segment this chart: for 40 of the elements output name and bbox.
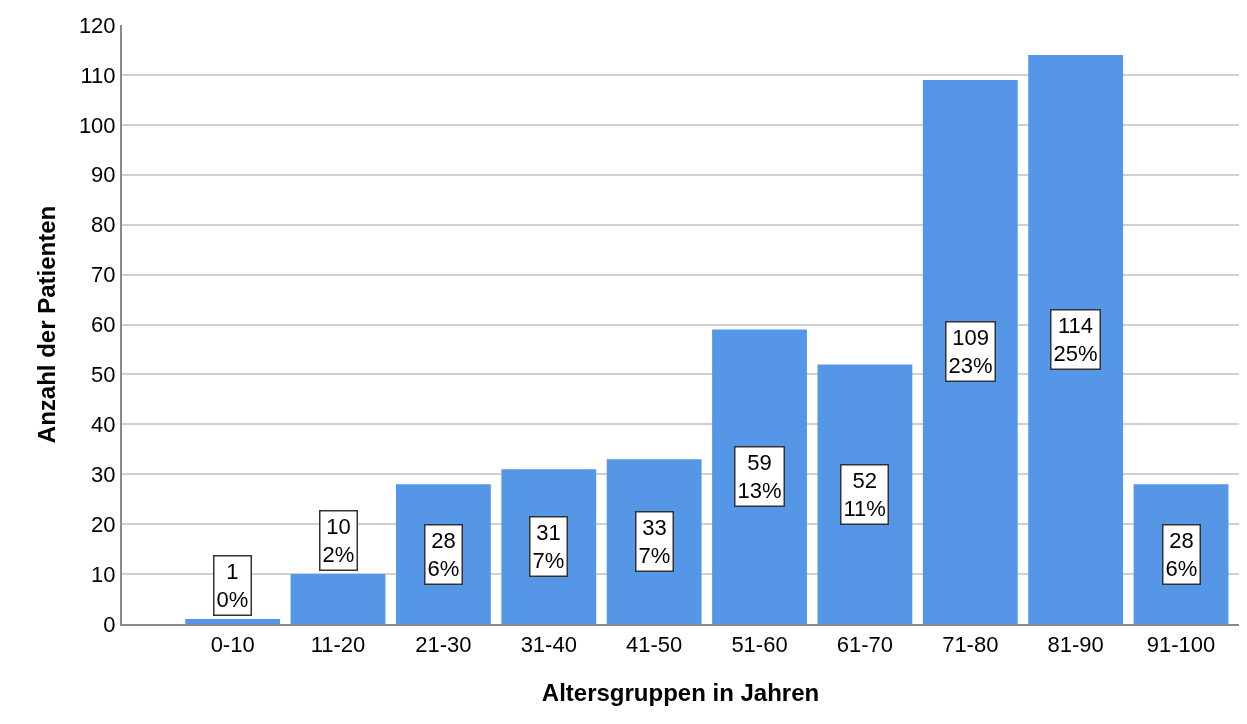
y-tick-label: 80 (91, 212, 116, 238)
data-label: 31 7% (532, 519, 565, 574)
data-label: 1 0% (216, 558, 249, 613)
x-axis-title: Altersgruppen in Jahren (541, 679, 820, 707)
x-tick-label: 51-60 (731, 632, 788, 658)
x-tick-label: 81-90 (1047, 632, 1104, 658)
y-tick-label: 120 (78, 12, 116, 38)
x-tick-label: 21-30 (415, 632, 472, 658)
bar (922, 79, 1018, 624)
data-label: 114 25% (1053, 312, 1098, 367)
y-tick-label: 90 (91, 162, 116, 188)
data-label: 10 2% (322, 513, 355, 568)
y-tick-label: 30 (91, 461, 116, 487)
x-tick-label: 71-80 (942, 632, 999, 658)
data-label: 109 23% (948, 324, 993, 379)
y-tick-label: 10 (91, 561, 116, 587)
x-tick-label: 91-100 (1146, 632, 1216, 658)
x-tick-label: 41-50 (626, 632, 683, 658)
data-label: 59 13% (737, 449, 782, 504)
bar (712, 329, 807, 624)
y-tick-label: 100 (78, 112, 116, 138)
y-tick-label: 50 (91, 362, 116, 388)
y-tick-label: 0 (103, 611, 116, 637)
data-label: 28 6% (427, 527, 460, 582)
bar (290, 574, 386, 624)
data-label: 33 7% (638, 514, 671, 569)
data-label: 52 11% (843, 467, 886, 522)
bar (1028, 54, 1124, 624)
y-tick-label: 60 (91, 312, 116, 338)
y-tick-label: 70 (91, 262, 116, 288)
y-axis-title: Anzahl der Patienten (33, 205, 61, 444)
data-label: 28 6% (1165, 527, 1198, 582)
x-tick-label: 31-40 (520, 632, 577, 658)
x-tick-label: 11-20 (310, 632, 366, 658)
y-tick-label: 110 (80, 62, 116, 88)
y-tick-label: 20 (91, 511, 116, 537)
x-tick-label: 0-10 (210, 632, 255, 658)
bar (185, 619, 281, 624)
x-tick-label: 61-70 (836, 632, 894, 658)
y-tick-label: 40 (91, 412, 116, 438)
